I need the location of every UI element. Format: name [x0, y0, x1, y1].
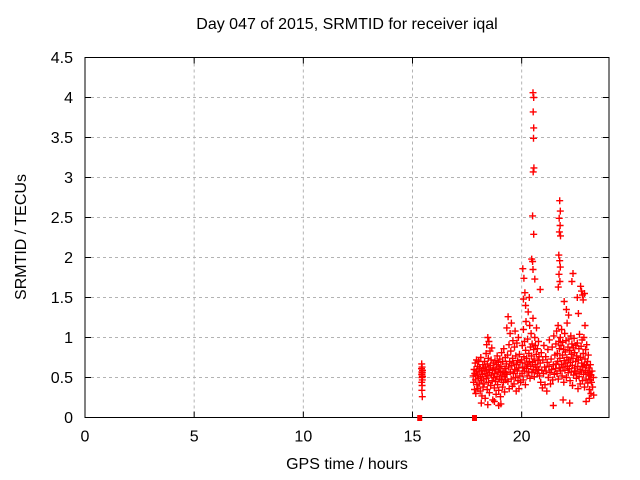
x-axis-label: GPS time / hours — [286, 456, 408, 473]
y-tick-label: 0.5 — [51, 370, 73, 387]
gridlines — [85, 57, 609, 418]
y-tick-label: 3 — [64, 170, 73, 187]
y-tick-label: 0 — [64, 410, 73, 427]
y-tick-label: 2.5 — [51, 210, 73, 227]
x-tick-label: 10 — [294, 429, 312, 446]
y-tick-label: 2 — [64, 250, 73, 267]
zero-square-marker — [472, 415, 478, 421]
y-tick-label: 4 — [64, 90, 73, 107]
x-tick-label: 20 — [513, 429, 531, 446]
chart-title: Day 047 of 2015, SRMTID for receiver iqa… — [196, 16, 498, 33]
zero-square-marker — [417, 415, 423, 421]
y-tick-label: 1.5 — [51, 290, 73, 307]
x-tick-label: 15 — [404, 429, 422, 446]
y-tick-label: 4.5 — [51, 50, 73, 67]
x-tick-label: 5 — [190, 429, 199, 446]
plot-border — [84, 57, 610, 418]
y-tick-label: 3.5 — [51, 130, 73, 147]
x-tick-label: 0 — [81, 429, 90, 446]
y-tick-label: 1 — [64, 330, 73, 347]
data-points — [418, 89, 598, 409]
